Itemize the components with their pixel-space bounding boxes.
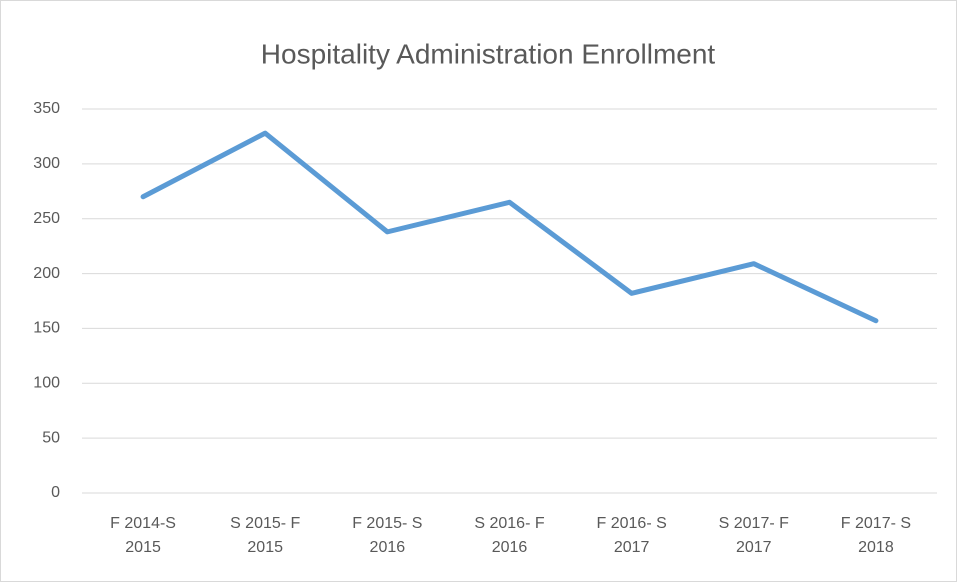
x-tick-label: F 2014-S 2015 [110,515,176,556]
y-tick-label: 100 [33,375,60,392]
y-tick-label: 0 [51,484,60,501]
x-tick-label: S 2015- F 2015 [230,515,301,556]
x-tick-label: S 2017- F 2017 [718,515,789,556]
x-tick-label: F 2015- S 2016 [352,515,423,556]
x-tick-label: S 2016- F 2016 [474,515,545,556]
line [140,130,879,324]
y-tick-label: 350 [33,100,60,117]
y-tick-label: 250 [33,210,60,227]
y-tick-label: 50 [42,429,60,446]
y-tick-label: 150 [33,320,60,337]
chart-title: Hospitality Administration Enrollment [261,38,716,69]
x-tick-label: F 2016- S 2017 [596,515,667,556]
y-tick-label: 200 [33,265,60,282]
x-tick-label: F 2017- S 2018 [840,515,912,556]
y-tick-label: 300 [33,155,60,172]
